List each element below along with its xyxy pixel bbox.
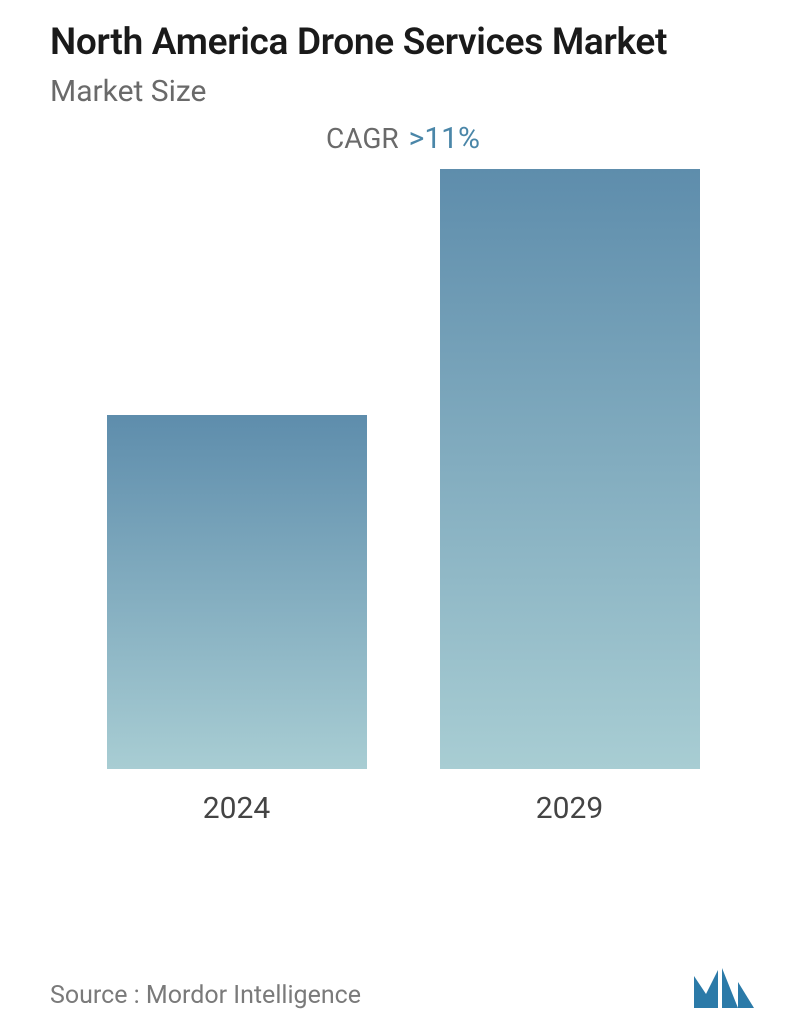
bar-chart: 2024 2029: [50, 186, 756, 826]
bar-label-2024: 2024: [203, 791, 270, 826]
chart-title: North America Drone Services Market: [50, 20, 756, 66]
cagr-row: CAGR >11%: [50, 121, 756, 156]
cagr-value: >11%: [409, 121, 480, 156]
brand-logo-icon: [692, 966, 756, 1010]
cagr-label: CAGR: [326, 122, 399, 155]
source-text: Source : Mordor Intelligence: [50, 981, 361, 1010]
chart-container: North America Drone Services Market Mark…: [0, 0, 796, 1034]
bar-label-2029: 2029: [536, 791, 603, 826]
bar-group-2024: 2024: [97, 415, 377, 826]
bar-2024: [107, 415, 367, 769]
footer: Source : Mordor Intelligence: [50, 966, 756, 1010]
bar-group-2029: 2029: [430, 169, 710, 826]
bar-2029: [440, 169, 700, 769]
chart-subtitle: Market Size: [50, 74, 756, 109]
